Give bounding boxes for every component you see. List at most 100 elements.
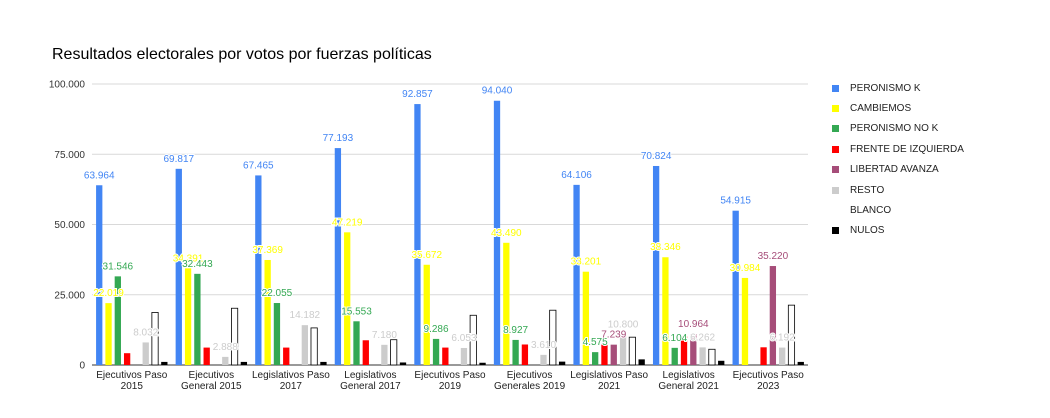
data-label: 33.201 [571, 257, 602, 268]
bar-libertad-avanza [610, 344, 617, 365]
data-label: 7.239 [601, 330, 626, 341]
legend-swatch [832, 84, 839, 92]
bar-resto [222, 356, 229, 365]
bar-resto [540, 354, 547, 365]
data-label: 94.040 [482, 86, 513, 97]
legend-label: NULOS [850, 225, 885, 237]
bar-resto [381, 344, 388, 365]
data-label: 35.220 [758, 251, 789, 262]
bar-peronismo-no-k [273, 303, 281, 365]
x-tick-label: Ejecutivos Paso [96, 370, 168, 381]
legend-label: FRENTE DE IZQUIERDA [850, 143, 964, 155]
x-tick-label: General 2021 [658, 381, 719, 392]
legend: PERONISMO K CAMBIEMOS PERONISMO NO K FRENTE… [832, 78, 964, 241]
bar-blanco [787, 304, 796, 366]
y-tick-label: 100.000 [49, 80, 86, 91]
bar-libertad-avanza [690, 334, 697, 365]
data-label: 22.055 [262, 288, 293, 299]
bar-frente-de-izquierda [601, 344, 608, 365]
data-label: 15.553 [341, 306, 372, 317]
x-tick-label: 2021 [598, 381, 621, 392]
bar-peronismo-no-k [671, 347, 678, 365]
data-label: 8.032 [133, 327, 158, 338]
x-tick-label: Legislativos [663, 370, 715, 381]
data-label: 77.193 [323, 133, 354, 144]
data-label: 6.192 [770, 333, 795, 344]
bar-nulos [161, 361, 168, 365]
bar-nulos [718, 360, 725, 365]
bar-nulos [240, 361, 248, 365]
bar-nulos [399, 362, 407, 365]
data-label: 47.219 [332, 217, 363, 228]
legend-item: LIBERTAD AVANZA [832, 160, 964, 180]
bar-blanco [390, 339, 398, 366]
bar-nulos [558, 361, 566, 365]
bar-frente-de-izquierda [760, 347, 767, 365]
data-label: 35.672 [411, 250, 442, 261]
x-tick-label: Ejecutivos [507, 370, 553, 381]
bar-libertad-avanza [769, 266, 777, 365]
bar-frente-de-izquierda [362, 340, 369, 365]
data-label: 69.817 [163, 154, 194, 165]
bar-blanco [231, 307, 239, 366]
legend-swatch [832, 125, 839, 133]
bar-peronismo-no-k [432, 338, 440, 365]
bar-resto [460, 347, 468, 365]
legend-item: BLANCO [832, 200, 964, 220]
bar-cambiemos [184, 268, 192, 365]
data-label: 9.286 [424, 324, 449, 335]
data-label: 10.800 [608, 320, 639, 331]
bar-peronismo-k [493, 100, 501, 366]
data-label: 32.443 [182, 259, 213, 270]
data-label: 34.391 [173, 253, 204, 264]
data-label: 8.927 [503, 325, 528, 336]
legend-swatch [832, 105, 839, 113]
bar-cambiemos [344, 232, 351, 365]
legend-item: PERONISMO NO K [832, 119, 964, 139]
data-label: 70.824 [641, 151, 672, 162]
y-tick-label: 0 [79, 361, 85, 372]
bar-peronismo-k [414, 104, 421, 365]
bar-nulos [479, 362, 486, 365]
data-label: 64.106 [561, 170, 592, 181]
legend-swatch [832, 145, 839, 153]
data-label: 30.984 [730, 263, 761, 274]
bar-frente-de-izquierda [680, 336, 688, 365]
data-label: 7.180 [372, 330, 397, 341]
bar-cambiemos [105, 303, 112, 365]
bar-resto [142, 342, 149, 365]
legend-label: PERONISMO K [850, 82, 921, 94]
bar-resto [699, 347, 706, 365]
bar-resto [301, 325, 308, 365]
data-label: 14.182 [290, 310, 321, 321]
bar-peronismo-no-k [114, 276, 121, 365]
bar-cambiemos [264, 259, 271, 365]
legend-label: PERONISMO NO K [850, 123, 939, 135]
bar-peronismo-no-k [512, 339, 519, 365]
data-label-layer: 63.964 22.019 31.546 8.032 69.817 34.39132.44… [83, 85, 796, 354]
x-tick-label: General 2015 [181, 381, 242, 392]
data-label: 10.964 [678, 319, 709, 330]
bar-peronismo-k [96, 185, 103, 365]
bar-frente-de-izquierda [442, 347, 449, 365]
bar-blanco [469, 314, 477, 366]
x-tick-label: Ejecutivos [189, 370, 235, 381]
bar-cambiemos [662, 257, 669, 365]
legend-swatch [832, 227, 839, 235]
legend-label: RESTO [850, 184, 885, 196]
bar-frente-de-izquierda [283, 347, 290, 365]
legend-label: LIBERTAD AVANZA [850, 164, 939, 176]
legend-swatch [832, 207, 839, 215]
x-tick-label: Generales 2019 [494, 381, 566, 392]
x-tick-label: Ejecutivos Paso [414, 370, 486, 381]
bar-blanco [708, 348, 716, 366]
data-label: 92.857 [402, 89, 433, 100]
bar-peronismo-k [732, 210, 739, 365]
chart-title: Resultados electorales por votos por fue… [52, 46, 432, 63]
legend-item: NULOS [832, 221, 964, 241]
bar-blanco [549, 309, 557, 366]
bar-cambiemos [503, 242, 510, 365]
bar-resto [779, 347, 786, 365]
